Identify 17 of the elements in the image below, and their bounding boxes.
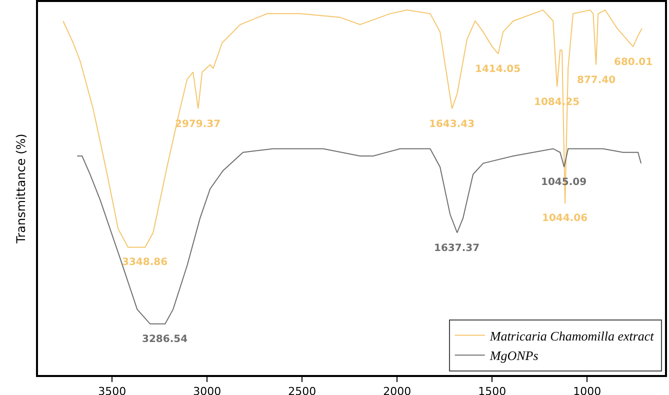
x-tick-label: 3000 bbox=[193, 384, 222, 395]
annotation: 3286.54 bbox=[142, 334, 188, 345]
annotation: 3348.86 bbox=[122, 257, 168, 268]
x-tick-label: 1000 bbox=[573, 384, 602, 395]
x-tick-label: 2500 bbox=[288, 384, 316, 395]
legend-label: MgONPs bbox=[488, 348, 538, 364]
legend-label: Matricaria Chamomilla extract bbox=[488, 328, 654, 344]
x-tick-label: 1500 bbox=[478, 384, 506, 395]
annotation: 1643.43 bbox=[429, 119, 475, 130]
annotation: 680.01 bbox=[614, 57, 653, 68]
annotation: 1044.06 bbox=[542, 213, 588, 224]
x-tick-label: 3500 bbox=[98, 384, 126, 395]
y-axis-title: Transmittance (%) bbox=[14, 134, 28, 244]
annotation: 877.40 bbox=[577, 75, 616, 86]
x-tick-label: 2000 bbox=[383, 384, 412, 395]
annotation: 1637.37 bbox=[434, 243, 480, 254]
annotation: 1414.05 bbox=[475, 64, 521, 75]
